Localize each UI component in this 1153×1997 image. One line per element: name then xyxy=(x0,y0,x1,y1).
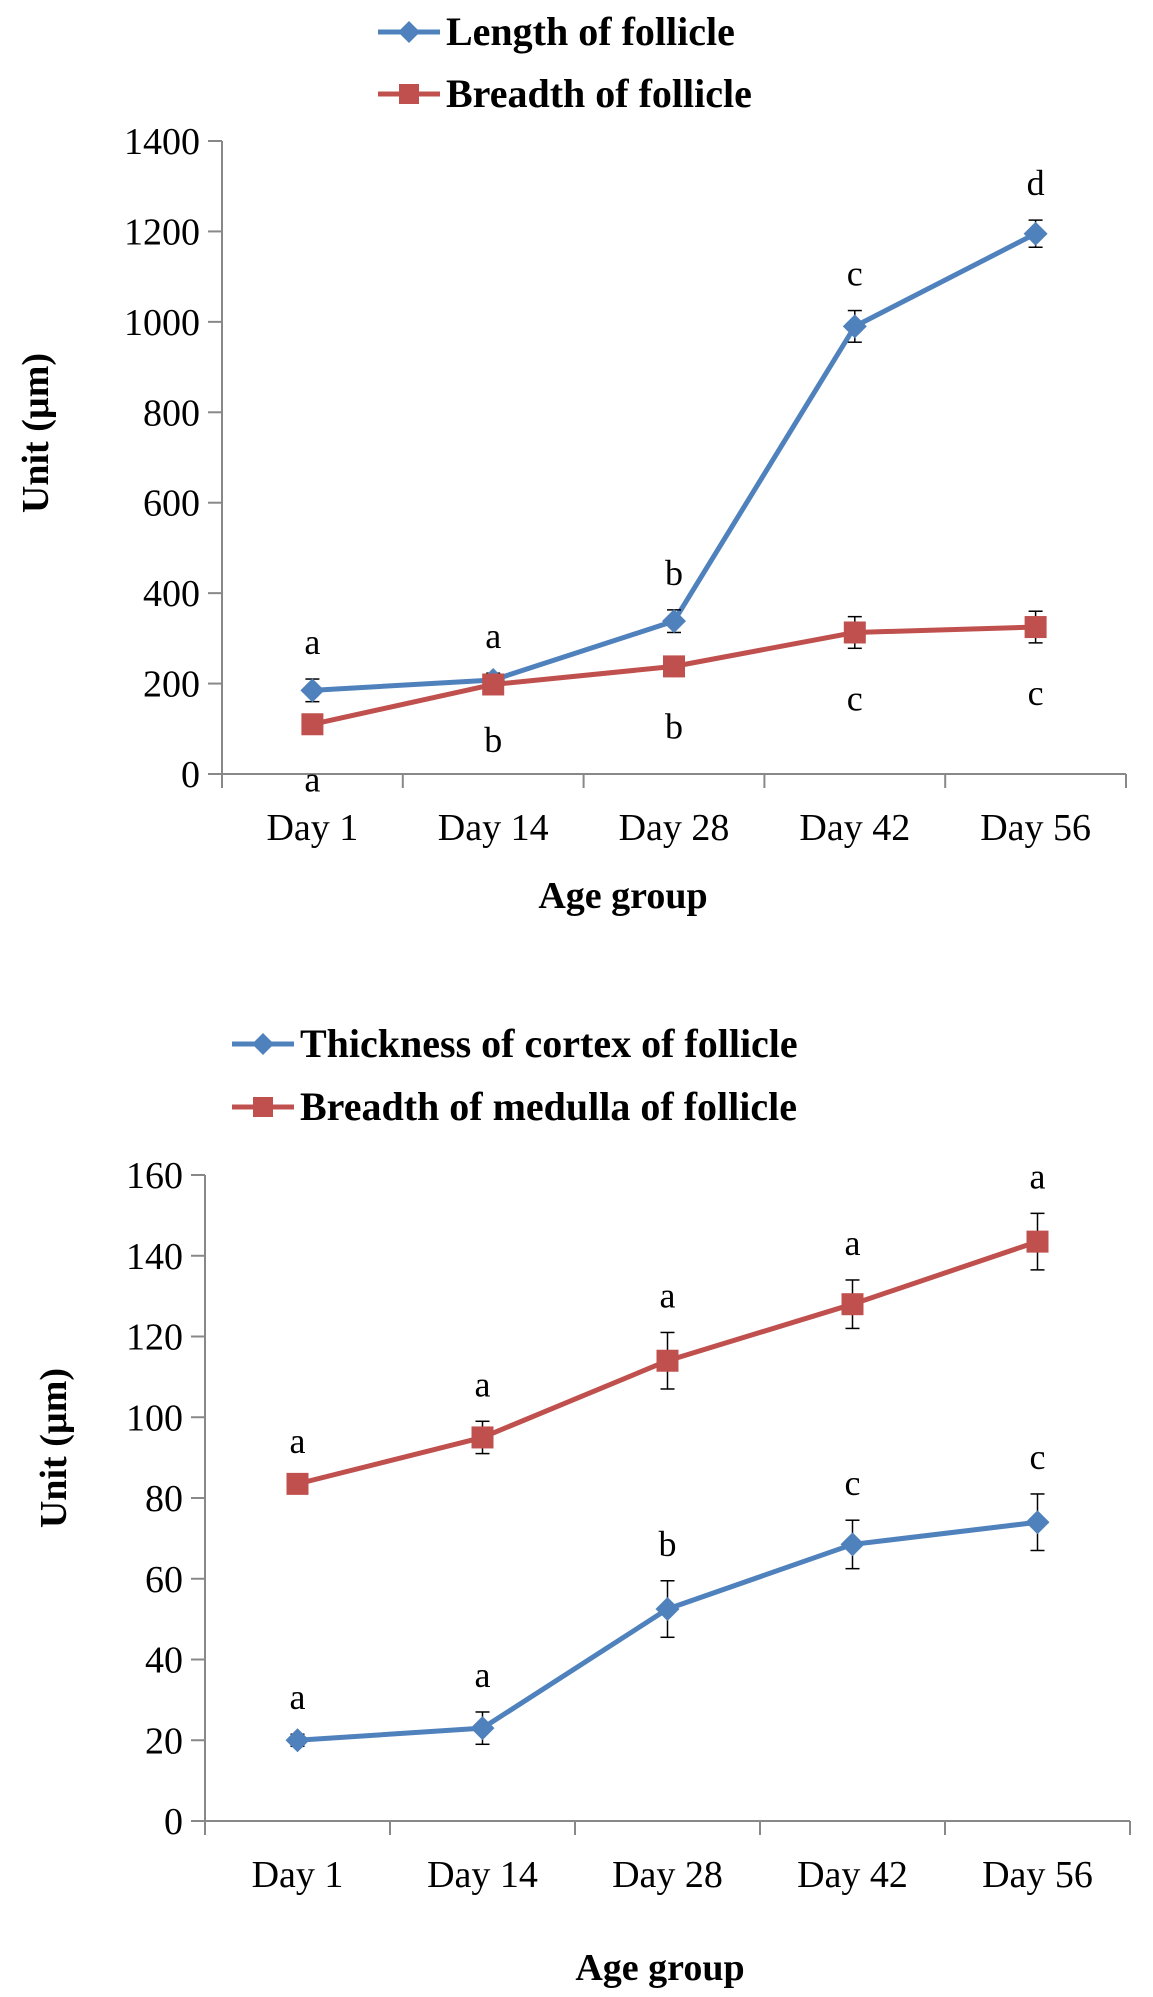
legend-marker-0 xyxy=(398,21,420,43)
data-point xyxy=(1026,1230,1049,1253)
legend-item-1: Breadth of follicle xyxy=(378,71,752,116)
y-tick-label: 160 xyxy=(126,1155,183,1197)
legend-item-1: Breadth of medulla of follicle xyxy=(232,1084,797,1129)
x-axis-ticks: Day 1 Day 14 Day 28 Day 42 Day 56 xyxy=(204,1821,1131,1896)
legend: Length of follicle Breadth of follicle xyxy=(378,9,752,116)
significance-label: a xyxy=(660,1275,676,1315)
series-0: a a b c d xyxy=(300,163,1048,703)
significance-label: d xyxy=(1027,163,1045,203)
y-tick-label: 200 xyxy=(143,664,200,706)
axes xyxy=(221,141,1126,775)
legend-label-0: Length of follicle xyxy=(446,9,735,54)
data-point xyxy=(841,1293,864,1316)
y-tick-label: 400 xyxy=(143,573,200,615)
y-axis-ticks: 0 20 40 60 80 100 120 140 160 xyxy=(126,1155,205,1843)
x-axis-ticks: Day 1 Day 14 Day 28 Day 42 Day 56 xyxy=(221,774,1127,849)
y-axis-ticks: 0 200 400 600 800 1000 1200 1400 xyxy=(124,121,222,796)
significance-label: c xyxy=(847,678,863,718)
y-tick-label: 800 xyxy=(143,392,200,434)
significance-label: a xyxy=(304,760,320,800)
x-tick-label: Day 14 xyxy=(427,1854,538,1896)
legend-label-0: Thickness of cortex of follicle xyxy=(300,1021,798,1066)
legend-marker-1 xyxy=(399,84,419,104)
data-point xyxy=(471,1426,494,1449)
data-point xyxy=(1023,221,1048,246)
y-tick-label: 1000 xyxy=(124,302,200,344)
significance-label: b xyxy=(484,720,502,760)
x-tick-label: Day 1 xyxy=(266,807,358,849)
x-tick-label: Day 42 xyxy=(797,1854,908,1896)
data-point xyxy=(662,609,686,634)
y-tick-label: 60 xyxy=(145,1559,183,1601)
data-point xyxy=(286,1472,309,1495)
x-tick-label: Day 28 xyxy=(612,1854,723,1896)
series-1: a a a a a xyxy=(286,1156,1049,1495)
significance-label: c xyxy=(1030,1437,1046,1477)
y-tick-label: 1200 xyxy=(124,211,200,253)
y-tick-label: 40 xyxy=(145,1640,183,1682)
significance-label: a xyxy=(485,616,501,656)
significance-label: b xyxy=(665,553,683,593)
y-tick-label: 140 xyxy=(126,1236,183,1278)
data-point xyxy=(301,713,324,736)
data-point xyxy=(655,1597,680,1622)
chart-length-breadth: Length of follicle Breadth of follicle 0… xyxy=(15,9,1127,917)
significance-label: c xyxy=(845,1463,861,1503)
significance-label: a xyxy=(845,1223,861,1263)
significance-label: a xyxy=(290,1421,306,1461)
x-tick-label: Day 56 xyxy=(980,807,1091,849)
data-point xyxy=(842,314,867,339)
legend: Thickness of cortex of follicle Breadth … xyxy=(232,1021,798,1129)
x-tick-label: Day 28 xyxy=(619,807,730,849)
y-tick-label: 20 xyxy=(145,1720,183,1762)
significance-label: b xyxy=(659,1524,677,1564)
y-axis-title: Unit (µm) xyxy=(15,353,57,513)
axes xyxy=(204,1175,1130,1822)
plot-area: a a b c d a b b c c xyxy=(300,163,1048,800)
legend-item-0: Thickness of cortex of follicle xyxy=(232,1021,798,1066)
y-tick-label: 1400 xyxy=(124,121,200,163)
data-point xyxy=(843,621,866,644)
series-1: a b b c c xyxy=(301,610,1047,800)
significance-label: a xyxy=(290,1677,306,1717)
legend-marker-0 xyxy=(252,1033,274,1055)
data-point xyxy=(1024,616,1047,639)
series-0: a a b c c xyxy=(285,1437,1050,1753)
significance-label: a xyxy=(475,1364,491,1404)
data-point xyxy=(482,673,505,696)
legend-label-1: Breadth of follicle xyxy=(446,71,752,116)
data-point xyxy=(663,655,685,678)
x-tick-label: Day 42 xyxy=(799,807,910,849)
data-point xyxy=(656,1349,679,1372)
chart-cortex-medulla: Thickness of cortex of follicle Breadth … xyxy=(33,1021,1131,1989)
significance-label: c xyxy=(847,254,863,294)
legend-label-1: Breadth of medulla of follicle xyxy=(300,1084,797,1129)
legend-item-0: Length of follicle xyxy=(378,9,735,54)
data-point xyxy=(300,678,325,703)
x-axis-title: Age group xyxy=(575,1947,744,1989)
significance-label: a xyxy=(475,1655,491,1695)
data-point xyxy=(285,1728,310,1753)
significance-label: c xyxy=(1028,673,1044,713)
x-axis-title: Age group xyxy=(538,875,707,917)
y-tick-label: 120 xyxy=(126,1317,183,1359)
data-point xyxy=(1025,1510,1050,1535)
y-tick-label: 80 xyxy=(145,1478,183,1520)
x-tick-label: Day 1 xyxy=(252,1854,344,1896)
plot-area: a a b c c a a a a a xyxy=(285,1156,1050,1753)
y-tick-label: 0 xyxy=(164,1801,183,1843)
y-axis-title: Unit (µm) xyxy=(33,1368,75,1528)
legend-marker-1 xyxy=(253,1097,273,1117)
y-tick-label: 100 xyxy=(126,1397,183,1439)
x-tick-label: Day 56 xyxy=(982,1854,1093,1896)
data-point xyxy=(470,1716,495,1741)
y-tick-label: 0 xyxy=(181,754,200,796)
y-tick-label: 600 xyxy=(143,483,200,525)
x-tick-label: Day 14 xyxy=(438,807,549,849)
significance-label: b xyxy=(665,706,683,746)
data-point xyxy=(840,1532,865,1557)
significance-label: a xyxy=(304,622,320,662)
significance-label: a xyxy=(1030,1156,1046,1196)
